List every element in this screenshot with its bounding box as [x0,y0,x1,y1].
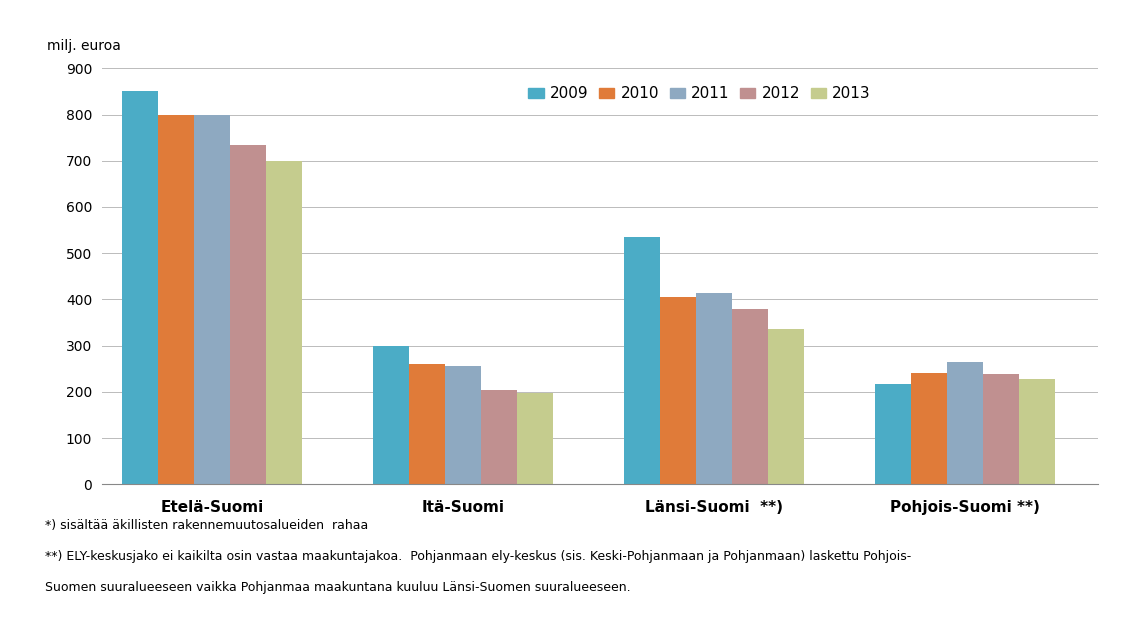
Bar [194,114,230,484]
Bar [158,114,194,484]
Bar [875,384,911,484]
Bar [409,364,445,484]
Bar [732,309,767,484]
Bar [911,373,947,484]
Bar [122,91,158,484]
Bar [266,161,301,484]
Bar [983,374,1019,484]
Bar [624,237,660,484]
Bar [374,346,409,484]
Bar [660,297,696,484]
Bar [767,329,804,484]
Bar [1019,379,1055,484]
Bar [481,389,516,484]
Text: *) sisältää äkillisten rakennemuutosalueiden  rahaa: *) sisältää äkillisten rakennemuutosalue… [45,519,369,532]
Bar [516,393,552,484]
Text: **) ELY-keskusjako ei kaikilta osin vastaa maakuntajakoa.  Pohjanmaan ely-keskus: **) ELY-keskusjako ei kaikilta osin vast… [45,550,911,563]
Text: Suomen suuralueeseen vaikka Pohjanmaa maakuntana kuuluu Länsi-Suomen suuralueese: Suomen suuralueeseen vaikka Pohjanmaa ma… [45,581,631,594]
Text: milj. euroa: milj. euroa [48,39,121,53]
Bar [230,145,266,484]
Legend: 2009, 2010, 2011, 2012, 2013: 2009, 2010, 2011, 2012, 2013 [522,80,877,107]
Bar [947,362,983,484]
Bar [445,366,481,484]
Bar [696,292,732,484]
